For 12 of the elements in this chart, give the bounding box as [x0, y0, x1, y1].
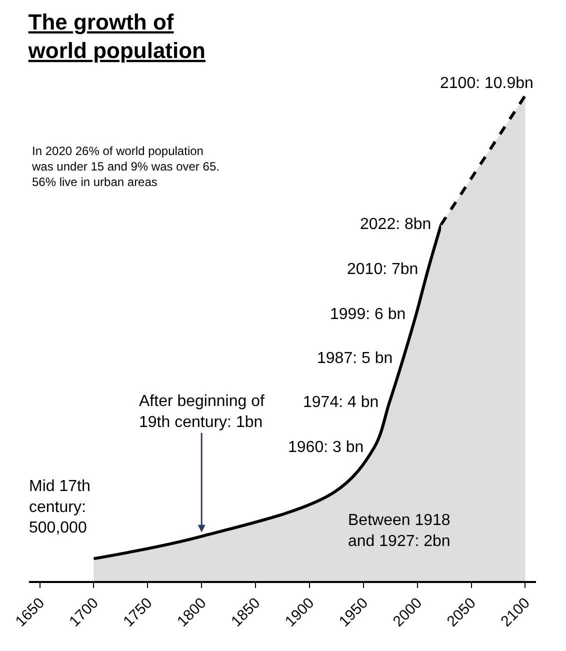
- annotation: 2100: 10.9bn: [440, 75, 534, 92]
- annotation: 1960: 3 bn: [288, 439, 364, 456]
- annotation: Between 1918 and 1927: 2bn: [348, 512, 450, 550]
- chart-title: The growth of world population: [27, 9, 206, 63]
- annotation: Mid 17th century: 500,000: [29, 478, 90, 537]
- annotation: 2022: 8bn: [360, 216, 432, 233]
- annotation: In 2020 26% of world population was under 15 and 9% was over 65. 56% live in urban areas: [31, 144, 220, 190]
- annotation: 1999: 6 bn: [330, 306, 406, 323]
- annotation: After beginning of 19th century: 1bn: [139, 393, 265, 431]
- annotation: 1987: 5 bn: [317, 350, 393, 367]
- annotation: 2010: 7bn: [347, 261, 418, 278]
- annotation: 1974: 4 bn: [303, 394, 379, 411]
